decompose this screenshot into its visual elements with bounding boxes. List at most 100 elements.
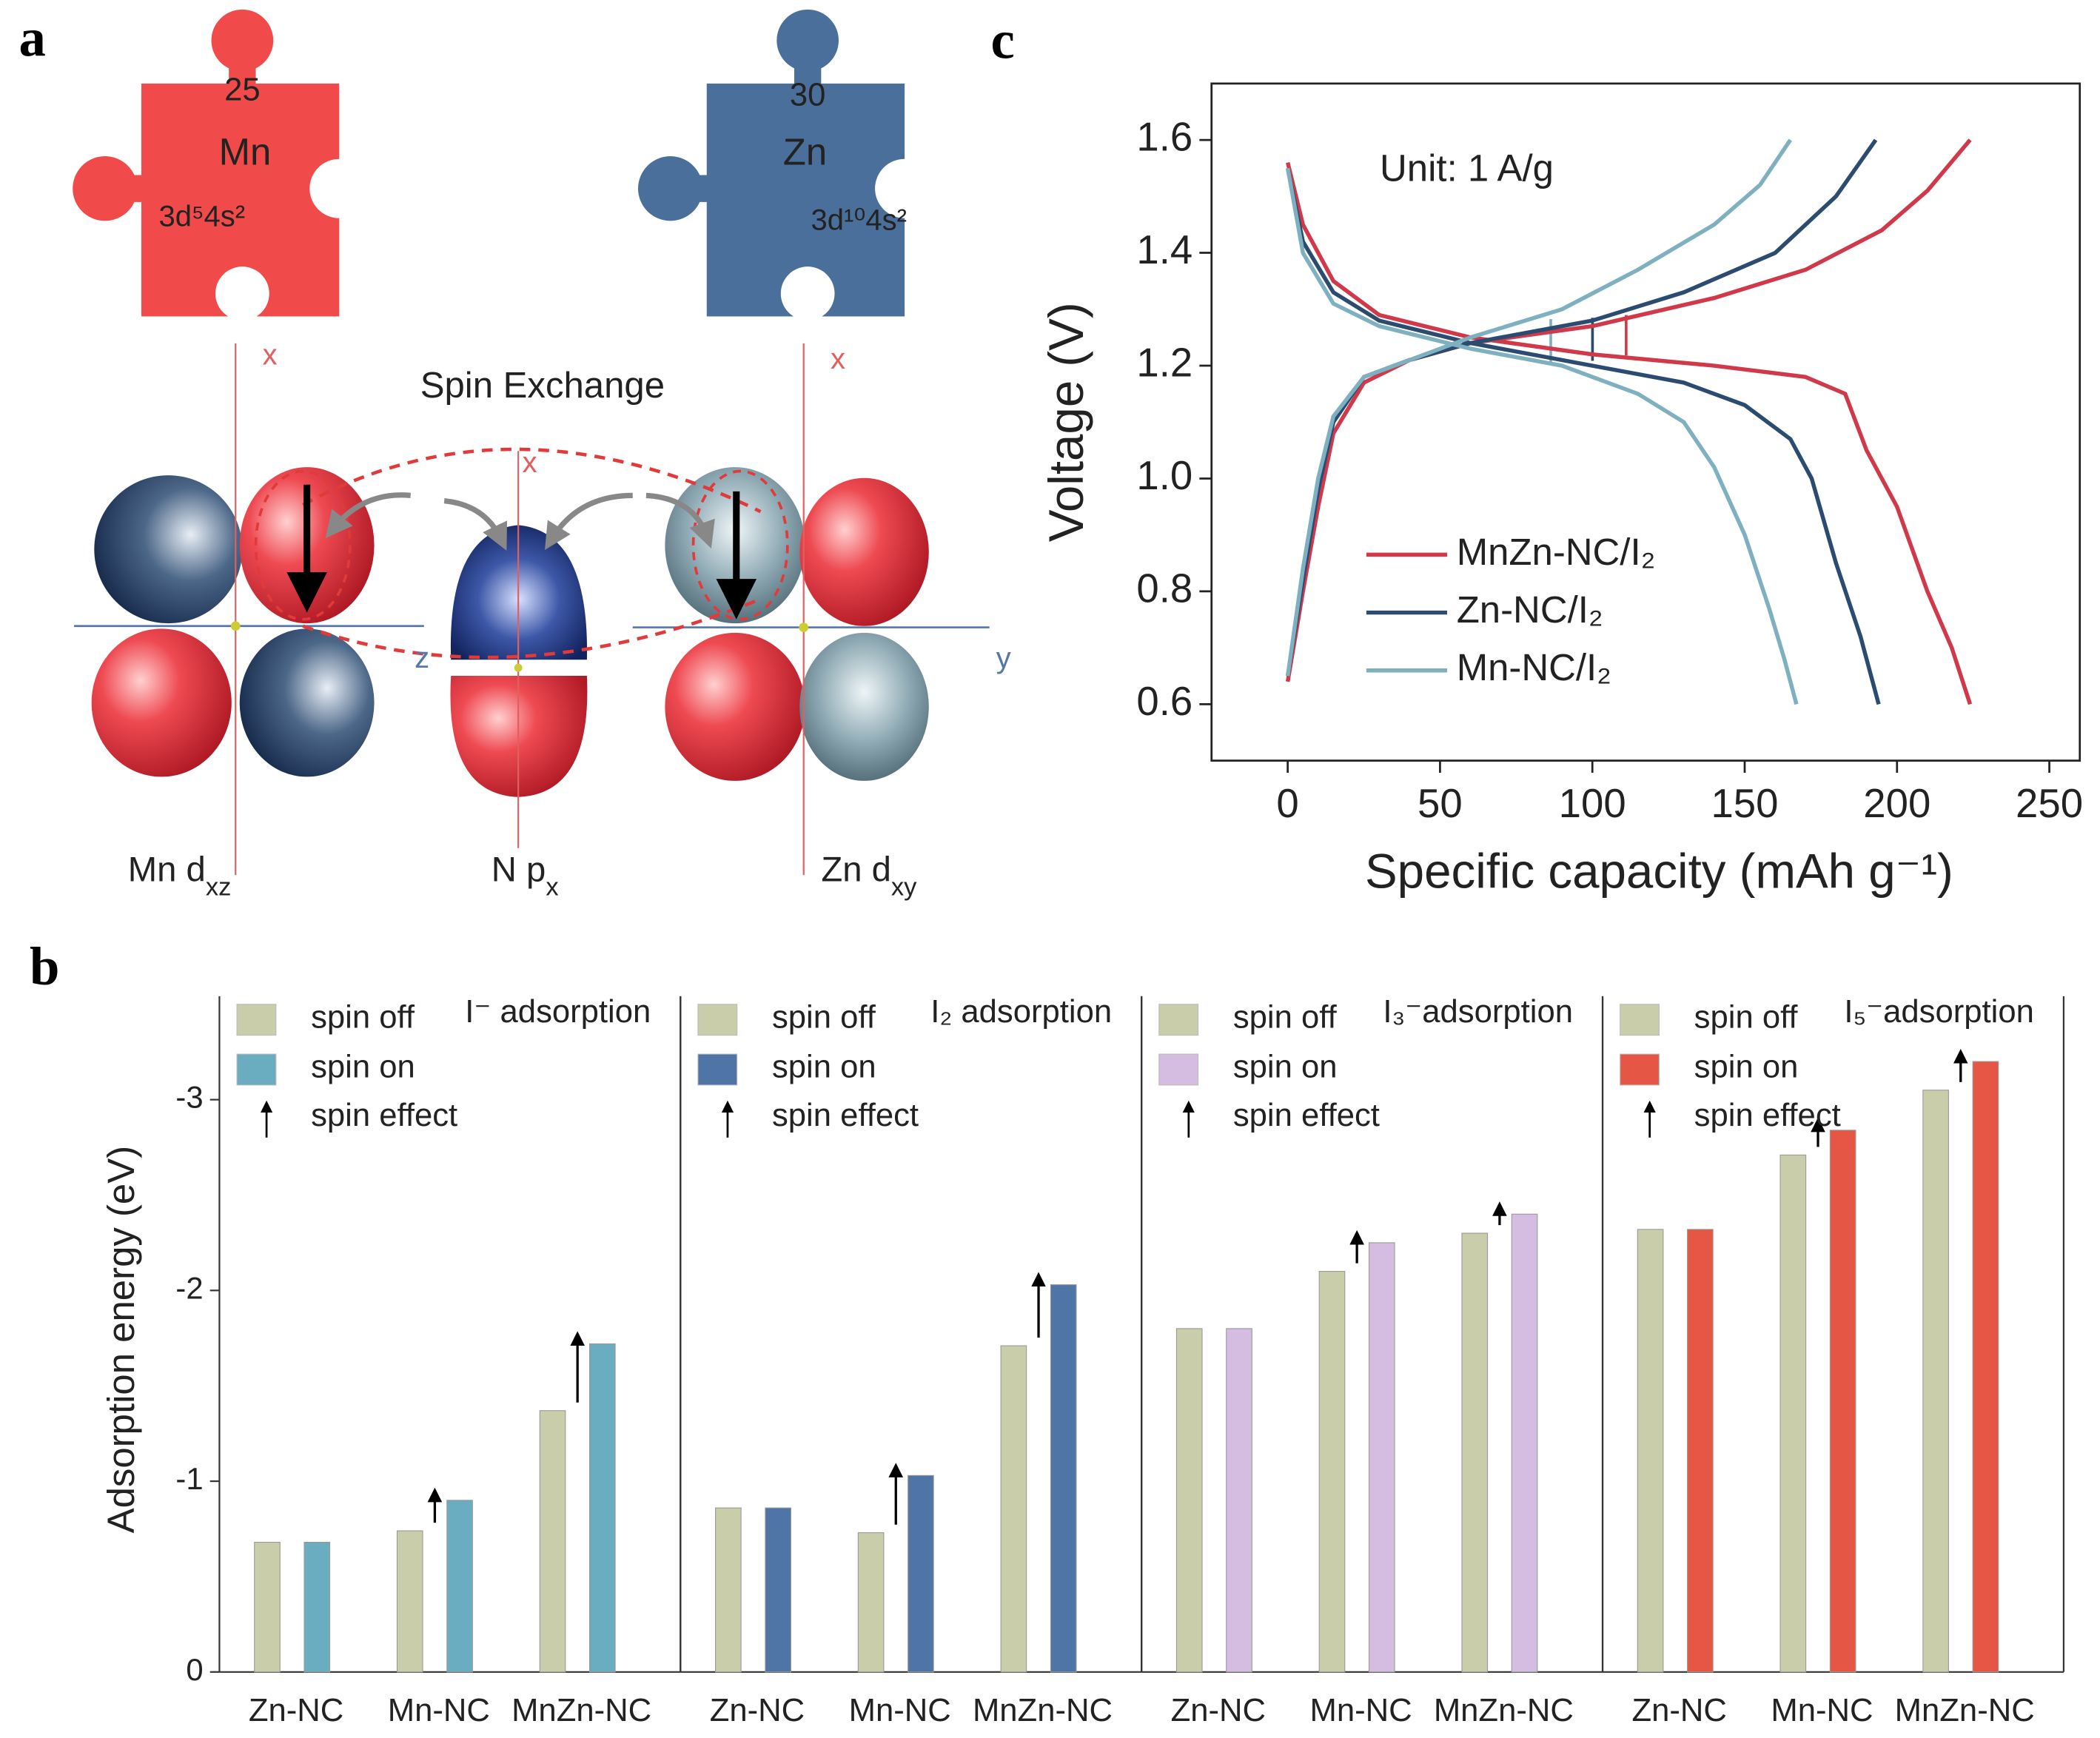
orbital-diagram <box>74 343 990 876</box>
bar <box>446 1500 473 1673</box>
y-tick-label: 0.8 <box>1136 566 1192 611</box>
x-tick-label: MnZn-NC <box>973 1692 1113 1728</box>
bar <box>1368 1242 1395 1673</box>
x-tick-label: Zn-NC <box>710 1692 805 1728</box>
bar <box>1687 1229 1714 1673</box>
legend-label: spin on <box>772 1049 876 1085</box>
orbital-label: N px <box>492 850 559 901</box>
bar <box>1637 1229 1664 1673</box>
bar <box>1922 1090 1949 1673</box>
legend-label: spin effect <box>1233 1097 1380 1133</box>
legend-label: spin on <box>1233 1049 1338 1085</box>
x-tick-label: Mn-NC <box>1771 1692 1873 1728</box>
bar <box>1226 1328 1252 1673</box>
x-tick-label: 200 <box>1863 781 1930 826</box>
bar <box>1000 1345 1027 1673</box>
legend-swatch <box>1620 1004 1660 1036</box>
series-line <box>1285 138 1973 705</box>
orbital-label: Mn dxz <box>128 850 232 901</box>
legend-label: spin off <box>1694 999 1799 1035</box>
y-axis-label: Adsorption energy (eV) <box>100 1146 142 1533</box>
legend-label: Mn-NC/I₂ <box>1457 646 1611 688</box>
configuration: 3d¹⁰4s² <box>811 204 907 237</box>
bar <box>396 1530 423 1673</box>
legend-swatch <box>1158 1004 1199 1036</box>
x-axis-label: Specific capacity (mAh g⁻¹) <box>1365 844 1953 898</box>
y-tick-label: 1.2 <box>1136 340 1192 385</box>
puzzle-zn <box>638 9 935 321</box>
panel-title: I⁻ adsorption <box>465 993 651 1030</box>
configuration: 3d⁵4s² <box>158 200 245 232</box>
bar <box>254 1541 281 1673</box>
bar <box>303 1541 331 1673</box>
x-tick-label: 250 <box>2016 781 2083 826</box>
bar <box>1829 1130 1856 1673</box>
bar <box>765 1507 791 1673</box>
y-tick-label: 0 <box>186 1652 203 1687</box>
plot-frame <box>1210 82 2081 762</box>
bar <box>1511 1213 1538 1673</box>
legend-swatch <box>236 1053 277 1086</box>
axis-name: y <box>996 642 1011 674</box>
axis-name: z <box>415 642 429 674</box>
x-tick-label: 150 <box>1711 781 1778 826</box>
x-tick-label: 100 <box>1559 781 1626 826</box>
x-tick-label: 50 <box>1418 781 1463 826</box>
bar <box>715 1507 742 1673</box>
y-tick-label: -2 <box>175 1270 203 1305</box>
x-tick-label: Mn-NC <box>1310 1692 1412 1728</box>
element: Zn <box>783 131 827 173</box>
bar <box>588 1343 616 1673</box>
x-tick-label: MnZn-NC <box>1434 1692 1574 1728</box>
legend-label: spin effect <box>772 1097 919 1133</box>
legend-label: MnZn-NC/I₂ <box>1457 531 1656 573</box>
y-tick-label: 0.6 <box>1136 679 1192 724</box>
legend-swatch <box>1620 1053 1660 1086</box>
x-tick-label: MnZn-NC <box>511 1692 651 1728</box>
y-tick-label: -3 <box>175 1080 203 1115</box>
x-tick-label: Zn-NC <box>1171 1692 1266 1728</box>
bar <box>1779 1154 1807 1673</box>
legend-label: spin effect <box>1694 1097 1841 1133</box>
atomic-number: 25 <box>224 71 261 107</box>
diagram-title: Spin Exchange <box>420 366 665 406</box>
axis-name: x <box>263 339 278 372</box>
y-axis-label: Voltage (V) <box>1039 302 1093 542</box>
bar <box>908 1474 934 1673</box>
legend-swatch <box>236 1004 277 1036</box>
bar <box>857 1532 885 1673</box>
legend-label: spin off <box>1233 999 1338 1035</box>
legend-swatch <box>1158 1053 1199 1086</box>
panel-title: I₅⁻adsorption <box>1844 993 2033 1030</box>
bar <box>1461 1232 1489 1673</box>
y-tick-label: 1.0 <box>1136 453 1192 498</box>
bar <box>1972 1061 1999 1673</box>
legend-swatch <box>697 1004 738 1036</box>
legend-label: spin on <box>1694 1049 1799 1085</box>
element: Mn <box>219 131 272 173</box>
atomic-number: 30 <box>790 77 826 113</box>
orbital-label: Zn dxy <box>821 850 917 901</box>
x-tick-label: Zn-NC <box>1631 1692 1726 1728</box>
bar <box>1318 1271 1346 1673</box>
legend-label: spin on <box>311 1049 415 1085</box>
x-tick-label: Zn-NC <box>249 1692 343 1728</box>
bar <box>539 1410 566 1673</box>
bar <box>1175 1328 1203 1673</box>
puzzle-mn <box>73 9 369 321</box>
x-tick-label: MnZn-NC <box>1895 1692 2035 1728</box>
x-tick-label: Mn-NC <box>388 1692 490 1728</box>
axis-name: x <box>523 446 537 479</box>
x-tick-label: 0 <box>1276 781 1298 826</box>
annotation: Unit: 1 A/g <box>1380 147 1554 189</box>
y-tick-label: 1.4 <box>1136 227 1192 272</box>
legend-label: spin off <box>772 999 876 1035</box>
panel-label: a <box>19 7 45 67</box>
panel-title: I₂ adsorption <box>930 993 1112 1030</box>
panel-title: I₃⁻adsorption <box>1383 993 1573 1030</box>
series-line <box>1285 138 1799 705</box>
axis-name: x <box>831 343 845 375</box>
y-tick-label: 1.6 <box>1136 114 1192 159</box>
legend-swatch <box>697 1053 738 1086</box>
